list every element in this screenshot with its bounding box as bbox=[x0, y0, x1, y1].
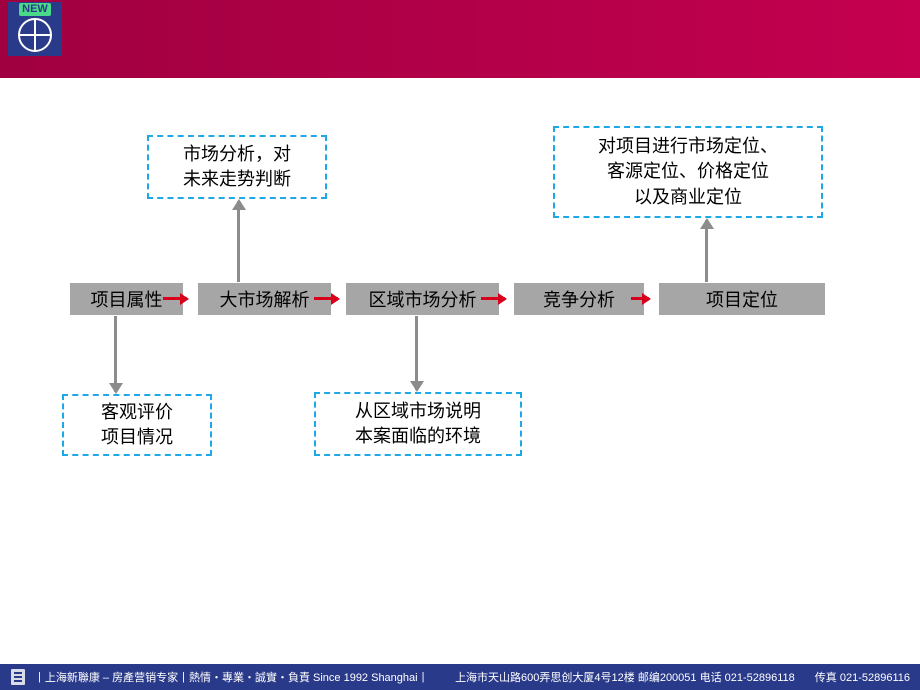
flow-step-1: 大市场解析 bbox=[197, 282, 332, 316]
footer-fax: 传真 021-52896116 bbox=[815, 669, 910, 685]
flow-arrow-0 bbox=[163, 297, 187, 300]
flow-arrow-1 bbox=[314, 297, 338, 300]
footer-address: 上海市天山路600弄思创大厦4号12楼 邮编200051 电话 021-5289… bbox=[455, 669, 795, 685]
flow-step-2: 区域市场分析 bbox=[345, 282, 500, 316]
footer-company: 上海新聯康 – 房產营销专家 bbox=[45, 669, 178, 685]
callout-top-right: 对项目进行市场定位、 客源定位、价格定位 以及商业定位 bbox=[553, 126, 823, 218]
callout-bottom-left: 客观评价 项目情况 bbox=[62, 394, 212, 456]
connector-arrow-1 bbox=[705, 220, 708, 282]
flow-arrow-3 bbox=[631, 297, 649, 300]
flow-step-4: 项目定位 bbox=[658, 282, 826, 316]
connector-arrow-0 bbox=[237, 201, 240, 282]
footer-motto: 熱情・專業・誠實・負責 Since 1992 Shanghai bbox=[189, 669, 418, 685]
connector-arrow-3 bbox=[415, 316, 418, 390]
callout-top-left: 市场分析，对 未来走势判断 bbox=[147, 135, 327, 199]
flow-arrow-2 bbox=[481, 297, 505, 300]
flow-step-3: 竞争分析 bbox=[513, 282, 645, 316]
flowchart-diagram: 项目属性大市场解析区域市场分析竞争分析项目定位市场分析，对 未来走势判断对项目进… bbox=[0, 0, 920, 690]
connector-arrow-2 bbox=[114, 316, 117, 392]
footer-bar: | 上海新聯康 – 房產营销专家 | 熱情・專業・誠實・負責 Since 199… bbox=[0, 664, 920, 690]
document-icon bbox=[10, 668, 26, 686]
callout-bottom-center: 从区域市场说明 本案面临的环境 bbox=[314, 392, 522, 456]
